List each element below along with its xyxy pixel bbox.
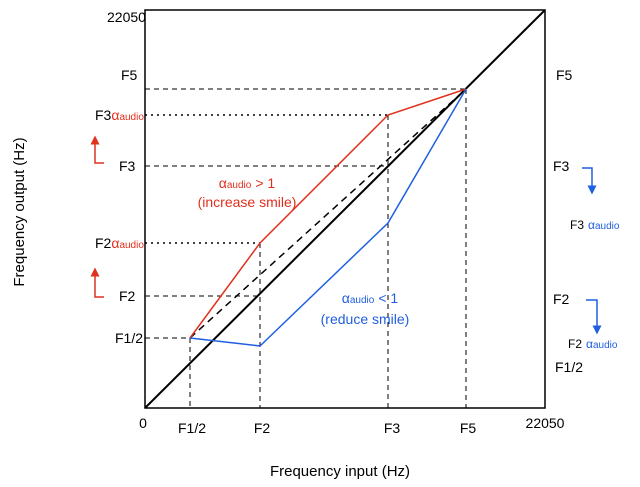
annotation-note: (increase smile) (198, 194, 297, 210)
tick-label: F3 (119, 158, 136, 174)
blue-curve (189, 88, 467, 347)
tick-label: F1/2 (555, 359, 583, 375)
right-labels: F5 F3 F2 F1/2 F3 αaudio F2 αaudio (553, 67, 620, 375)
red-curve (189, 88, 467, 339)
tick-label: F5 (556, 67, 573, 83)
down-arrow (582, 167, 597, 195)
tick-label: F3 (553, 158, 570, 174)
tick-label: F2 (254, 420, 271, 436)
annotations: αaudio > 1 (increase smile) αaudio < 1 (re… (198, 175, 410, 327)
down-arrow (586, 299, 602, 335)
alpha-label: F3αaudio (95, 107, 144, 123)
annotation: αaudio < 1 (342, 290, 399, 306)
tick-label: 0 (139, 415, 147, 431)
x-axis-title: Frequency input (Hz) (270, 463, 410, 480)
tick-label: 22050 (526, 415, 565, 431)
plot-frame (144, 9, 546, 409)
annotation: αaudio > 1 (219, 175, 276, 191)
dotted-guides (145, 114, 388, 244)
tick-label: F2 (553, 291, 570, 307)
identity-line (144, 9, 546, 409)
tick-label: F1/2 (115, 330, 143, 346)
tick-label: F2 (119, 288, 136, 304)
y-axis-title: Frequency output (Hz) (11, 137, 28, 286)
annotation-note: (reduce smile) (321, 311, 410, 327)
tick-label: F5 (460, 420, 477, 436)
tick-label: F3 (384, 420, 401, 436)
up-arrow (90, 135, 104, 164)
tick-label: 22050 (107, 9, 146, 25)
left-ticks: 22050 F5 F3 F2 F1/2 F3αaudio F2αaudio (95, 9, 146, 346)
bottom-ticks: 0 F1/2 F2 F3 F5 22050 (139, 415, 565, 436)
guides (145, 88, 467, 408)
alpha-label: F2αaudio (95, 235, 144, 251)
up-arrow (90, 267, 104, 298)
tick-label: F1/2 (178, 420, 206, 436)
tick-label: F5 (121, 67, 138, 83)
